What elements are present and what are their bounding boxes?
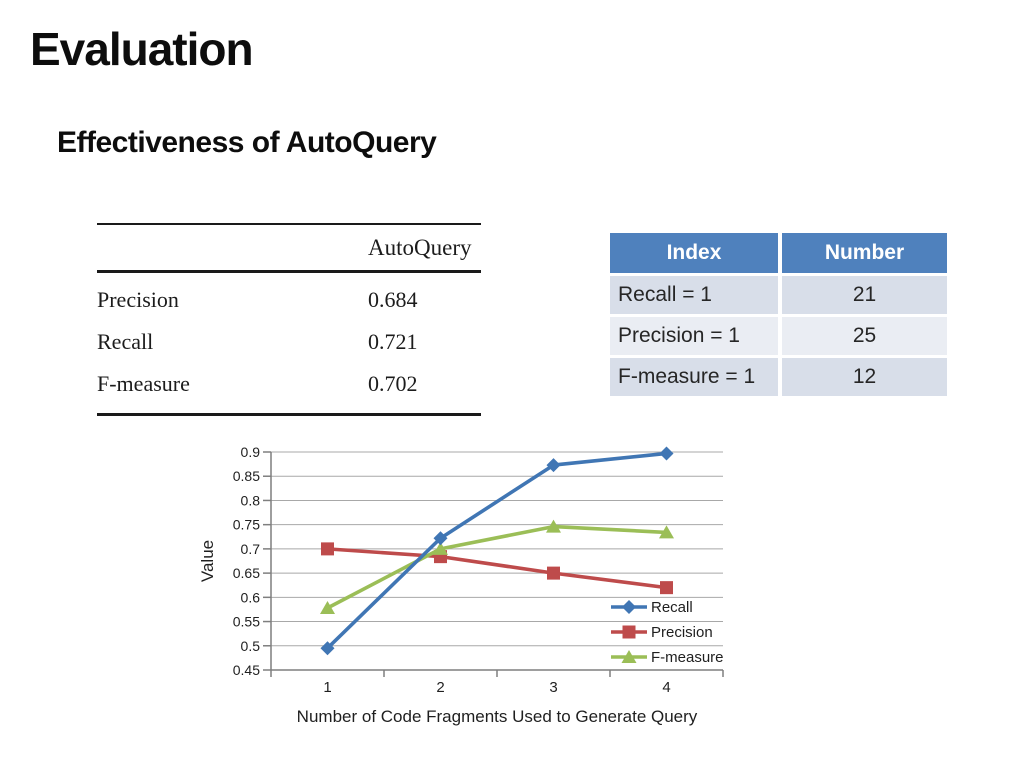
metric-value: 0.702	[368, 371, 418, 396]
svg-text:0.65: 0.65	[233, 565, 260, 581]
metric-value: 0.684	[368, 287, 418, 312]
chart-x-axis: 1 2 3 4	[270, 669, 724, 696]
autoquery-results-table: AutoQuery Precision 0.684 Recall 0.721 F-mea…	[97, 223, 481, 416]
svg-text:0.5: 0.5	[241, 638, 261, 654]
svg-text:0.7: 0.7	[241, 541, 261, 557]
line-chart: 0.45 0.5 0.55 0.6 0.65 0.7 0.75 0.8 0.85 0.9 1 2 3 4 N…	[198, 444, 724, 726]
legend-label: Recall	[651, 599, 693, 616]
table-body: Precision 0.684 Recall 0.721 F-measure 0.702	[97, 273, 481, 416]
legend-label: Precision	[651, 624, 713, 641]
svg-text:0.75: 0.75	[233, 517, 260, 533]
series-f-measure	[320, 519, 674, 614]
x-axis-title: Number of Code Fragments Used to Generat…	[297, 707, 698, 726]
svg-text:0.45: 0.45	[233, 662, 260, 678]
number-cell: 25	[782, 317, 947, 355]
metric-label: F-measure	[97, 371, 190, 396]
legend-label: F-measure	[651, 649, 724, 666]
number-cell: 21	[782, 276, 947, 314]
section-subtitle: Effectiveness of AutoQuery	[57, 126, 437, 159]
svg-text:4: 4	[662, 679, 670, 696]
line-chart-container: 0.45 0.5 0.55 0.6 0.65 0.7 0.75 0.8 0.85 0.9 1 2 3 4 N…	[190, 428, 760, 743]
svg-text:0.6: 0.6	[241, 589, 261, 605]
svg-text:2: 2	[436, 679, 444, 696]
metric-value: 0.721	[368, 329, 418, 354]
svg-text:1: 1	[323, 679, 331, 696]
svg-text:0.8: 0.8	[241, 492, 261, 508]
chart-legend: Recall Precision F-measure	[611, 599, 724, 666]
number-cell: 12	[782, 358, 947, 396]
table-row: Recall 0.721	[97, 321, 481, 363]
svg-text:3: 3	[549, 679, 557, 696]
chart-y-axis: 0.45 0.5 0.55 0.6 0.65 0.7 0.75 0.8 0.85 0.9	[233, 444, 272, 678]
index-cell: F-measure = 1	[610, 358, 778, 396]
svg-text:0.55: 0.55	[233, 614, 260, 630]
table-row: F-measure 0.702	[97, 363, 481, 405]
table-header-row: AutoQuery	[97, 225, 481, 273]
svg-text:0.85: 0.85	[233, 468, 260, 484]
index-cell: Recall = 1	[610, 276, 778, 314]
page-title: Evaluation	[30, 23, 254, 75]
metric-label: Precision	[97, 287, 179, 312]
y-axis-title: Value	[198, 540, 217, 582]
metric-label: Recall	[97, 329, 154, 354]
table-header-cell: Number	[782, 233, 947, 273]
series-precision	[321, 542, 673, 595]
table-row: Precision 0.684	[97, 279, 481, 321]
table-header-autoquery: AutoQuery	[368, 234, 472, 260]
svg-text:0.9: 0.9	[241, 444, 261, 460]
index-cell: Precision = 1	[610, 317, 778, 355]
table-header-cell: Index	[610, 233, 778, 273]
index-number-table: Index Number Recall = 1 21 Precision = 1 25 F-…	[610, 233, 947, 396]
series-recall	[320, 446, 674, 656]
